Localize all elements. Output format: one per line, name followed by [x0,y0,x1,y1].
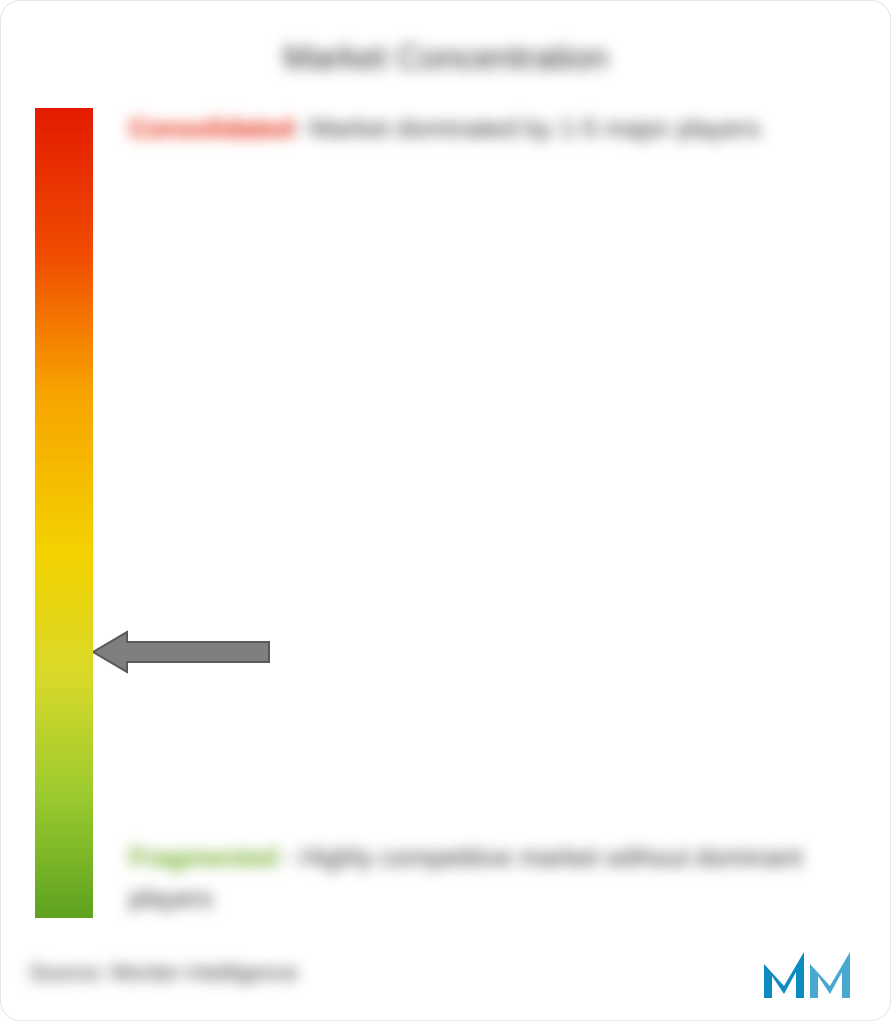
fragmented-highlight: Fragmented [129,842,278,872]
chart-content: Consolidated- Market dominated by 1-5 ma… [29,108,862,918]
consolidated-rest: Market dominated by 1-5 major players [310,113,761,143]
chart-title: Market Concentration [29,39,862,78]
arrow-icon [93,630,271,674]
position-arrow [93,630,271,674]
source-attribution: Source: Mordor Intelligence [29,960,298,986]
consolidated-sep: - [294,113,310,143]
fragmented-sep: - [278,842,301,872]
consolidated-label: Consolidated- Market dominated by 1-5 ma… [129,108,770,148]
gradient-svg [35,108,93,918]
consolidated-highlight: Consolidated [129,113,294,143]
fragmented-label: Fragmented - Highly competitive market w… [129,837,862,918]
mordor-logo-icon [762,946,862,1000]
labels-column: Consolidated- Market dominated by 1-5 ma… [129,108,862,918]
footer: Source: Mordor Intelligence [29,946,862,1000]
concentration-gradient-bar [35,108,93,918]
